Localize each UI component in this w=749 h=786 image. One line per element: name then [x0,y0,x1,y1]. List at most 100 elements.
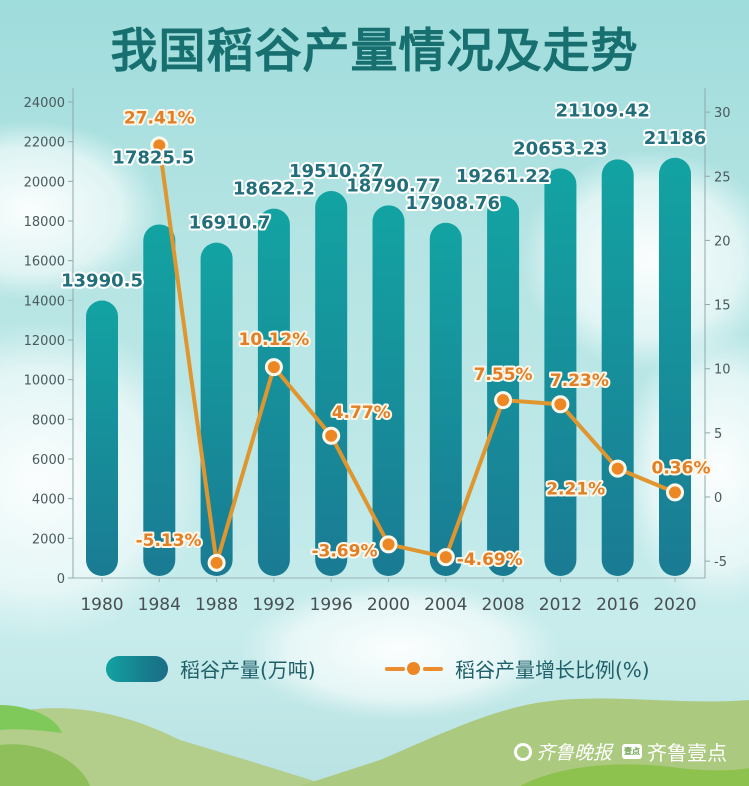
chart-title: 我国稻谷产量情况及走势 [110,24,639,79]
y-tick-label: 10000 [24,374,65,389]
y-tick-label: 2000 [32,532,65,547]
growth-value-label: 7.23% [550,371,609,391]
cloud-left-top [0,120,160,300]
y2-tick-label: 20 [714,234,731,249]
y-tick-label: 18000 [24,215,65,230]
grass-right [520,764,749,786]
bar-1980[interactable] [86,300,118,576]
bar-value-label: 19510.27 [289,161,384,182]
x-tick-label: 2012 [539,595,582,615]
bar-value-label: 19261.22 [456,166,551,187]
x-tick-label: 1996 [310,595,353,615]
y-tick-label: 20000 [24,175,65,190]
y-tick-label: 14000 [24,294,65,309]
y-tick-label: 4000 [32,493,65,508]
x-tick-label: 2004 [424,595,467,615]
bar-2020[interactable] [659,157,691,576]
brand-qilu-yidian: 齐鲁壹点 [647,741,727,765]
growth-value-label: 27.41% [124,108,195,128]
legend-bar-swatch [106,655,168,682]
chart-plot: 0 2000 4000 6000 8000 10000 12000 14000 16000 180… [24,88,731,615]
growth-point-2008[interactable] [494,391,513,410]
y2-tick-label: 0 [714,491,722,506]
growth-value-label: 2.21% [546,480,605,500]
newspaper-logo-icon [513,742,532,761]
bar-2000[interactable] [372,205,405,576]
hill-right [300,698,749,786]
bar-2008[interactable] [487,195,520,576]
x-tick-label: 1992 [252,595,295,615]
growth-value-label: 10.12% [238,330,309,350]
bar-series [86,157,691,577]
growth-point-2016[interactable] [608,459,627,478]
brand-qilu-evening-news: 齐鲁晚报 [535,742,612,764]
growth-point-1992[interactable] [264,358,283,377]
y-tick-label: 12000 [24,334,65,349]
growth-value-label: 7.55% [474,365,533,385]
footer-branding: 齐鲁晚报 壹点 齐鲁壹点 [513,737,727,766]
bar-value-label: 17825.5 [112,147,194,168]
growth-value-label: -4.69% [457,550,523,570]
bar-1984[interactable] [143,224,176,576]
y2-tick-label: 25 [714,170,731,185]
y2-tick-label: 15 [714,299,731,314]
y2-tick-label: 30 [714,106,731,121]
y-tick-label: 24000 [24,96,65,111]
bar-value-label: 18790.77 [346,175,441,196]
x-tick-label: 1980 [80,595,123,615]
bar-2012[interactable] [544,168,577,576]
growth-value-label: 4.77% [332,403,391,423]
x-tick-label: 1988 [195,595,238,615]
data-labels: 13990.5 17825.5 16910.7 18622.219510.271879… [59,98,712,572]
growth-point-2000[interactable] [379,535,398,554]
bar-value-label: 20653.23 [513,138,608,159]
y-tick-label: 6000 [32,453,65,468]
hill-left [0,708,330,786]
bar-value-label: 21109.42 [555,100,650,121]
y-tick-label: 0 [57,572,65,587]
axes: 0 2000 4000 6000 8000 10000 12000 14000 16000 180… [24,88,731,615]
cloud-bottom [240,580,560,720]
bar-value-label: 21186 [644,128,707,149]
growth-value-label: -5.13% [136,531,202,551]
bar-value-label: 18622.2 [233,179,315,200]
legend-line-swatch [385,656,443,682]
bar-2016[interactable] [601,159,634,576]
app-badge-icon: 壹点 [622,744,642,759]
legend-item-production[interactable]: 稻谷产量(万吨) [106,654,316,683]
legend-label-production: 稻谷产量(万吨) [180,658,316,682]
bar-1996[interactable] [315,191,348,576]
bar-2004[interactable] [429,222,462,576]
bar-value-label: 17908.76 [406,193,501,214]
bar-1992[interactable] [257,208,290,576]
legend-item-growth[interactable]: 稻谷产量增长比例(%) [385,654,650,683]
growth-line [157,145,676,565]
y-tick-label: 16000 [24,255,65,270]
grass-left [0,744,90,786]
line-series [150,136,684,572]
growth-point-2012[interactable] [551,395,570,414]
y-tick-label: 8000 [32,413,65,428]
x-tick-label: 2000 [367,595,410,615]
growth-point-1996[interactable] [322,426,341,445]
growth-point-1984[interactable] [150,136,169,155]
y2-tick-label: 5 [714,427,722,442]
rice-leaf [0,705,62,733]
legend-label-growth: 稻谷产量增长比例(%) [455,658,650,682]
x-tick-label: 2008 [481,595,524,615]
x-tick-label: 1984 [138,595,181,615]
growth-point-2004[interactable] [436,548,455,567]
growth-value-label: -3.69% [311,541,377,561]
y-tick-label: 22000 [24,136,65,151]
growth-point-1988[interactable] [207,553,226,572]
growth-point-2020[interactable] [666,483,684,502]
y2-tick-label: 10 [714,363,731,378]
x-tick-label: 2020 [653,595,696,615]
bar-value-label: 13990.5 [61,271,143,292]
y2-tick-label: -5 [714,555,727,570]
cloud-right [520,150,749,370]
growth-value-label: 0.36% [652,458,711,478]
x-tick-label: 2016 [596,595,639,615]
legend: 稻谷产量(万吨) 稻谷产量增长比例(%) [0,654,749,684]
bar-value-label: 16910.7 [189,213,271,234]
